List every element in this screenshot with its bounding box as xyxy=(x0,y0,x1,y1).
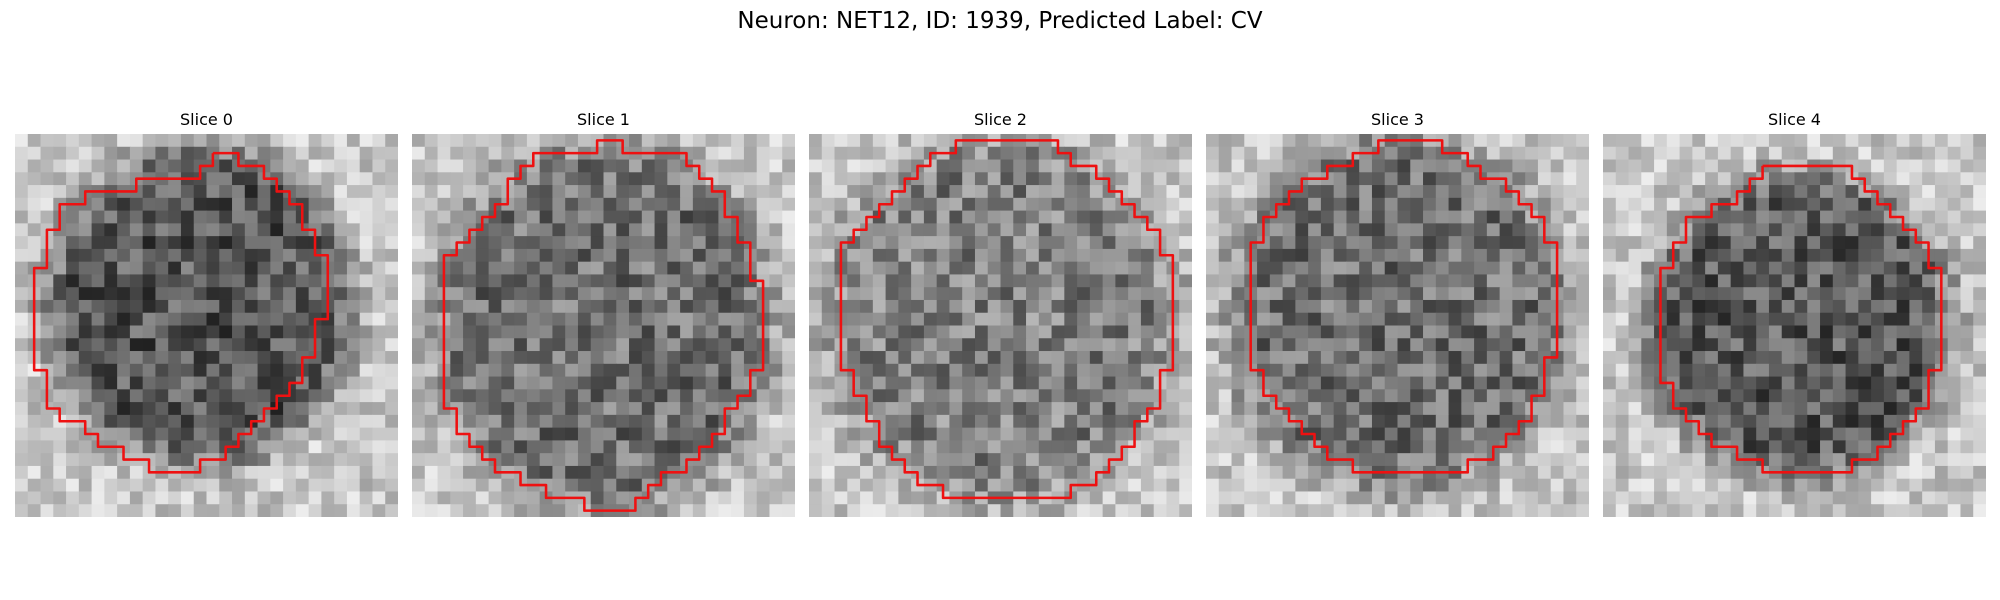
slice-title-3: Slice 3 xyxy=(1371,110,1424,129)
slice-image-2 xyxy=(809,134,1192,517)
slice-image-1 xyxy=(412,134,795,517)
slice-title-0: Slice 0 xyxy=(180,110,233,129)
slice-panel-4: Slice 4 xyxy=(1603,108,1986,517)
slice-image-3 xyxy=(1206,134,1589,517)
pixel-grid xyxy=(1206,134,1589,517)
segmentation-outline xyxy=(442,139,765,512)
figure-title: Neuron: NET12, ID: 1939, Predicted Label… xyxy=(737,8,1263,34)
slice-title-4: Slice 4 xyxy=(1768,110,1821,129)
slice-panel-0: Slice 0 xyxy=(15,108,398,517)
segmentation-outline xyxy=(839,139,1175,500)
pixel-grid xyxy=(809,134,1192,517)
slice-title-2: Slice 2 xyxy=(974,110,1027,129)
slice-title-1: Slice 1 xyxy=(577,110,630,129)
pixel-grid xyxy=(412,134,795,517)
segmentation-outline xyxy=(32,151,330,474)
segmentation-outline xyxy=(1659,164,1943,474)
slice-panel-3: Slice 3 xyxy=(1206,108,1589,517)
slice-panel-1: Slice 1 xyxy=(412,108,795,517)
slice-image-4 xyxy=(1603,134,1986,517)
slice-image-0 xyxy=(15,134,398,517)
pixel-grid xyxy=(15,134,398,517)
pixel-grid xyxy=(1603,134,1986,517)
slice-panel-2: Slice 2 xyxy=(809,108,1192,517)
segmentation-outline xyxy=(1249,139,1559,474)
